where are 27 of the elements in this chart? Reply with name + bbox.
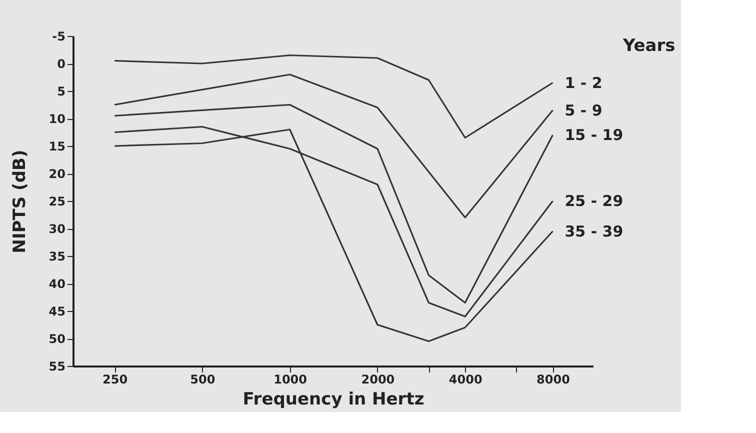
y-tick-label: 15 <box>48 140 66 154</box>
series-label: 35 - 39 <box>564 222 624 240</box>
series-label: 25 - 29 <box>564 192 624 210</box>
y-tick-label: 55 <box>48 360 66 374</box>
series-label: 1 - 2 <box>564 74 602 92</box>
y-tick-label: 50 <box>48 332 66 346</box>
legend-title: Years <box>622 36 676 56</box>
y-tick-label: -5 <box>52 30 66 44</box>
x-axis-title: Frequency in Hertz <box>242 390 424 410</box>
series-label: 5 - 9 <box>564 101 602 120</box>
y-tick-label: 35 <box>48 250 66 264</box>
x-tick-label: 8000 <box>536 372 570 386</box>
x-tick-label: 2000 <box>361 372 395 386</box>
y-tick-label: 10 <box>48 112 66 126</box>
y-tick-label: 5 <box>57 84 66 98</box>
x-tick-label: 500 <box>190 372 216 386</box>
y-tick-label: 30 <box>48 222 66 236</box>
y-tick-label: 0 <box>57 57 66 71</box>
x-tick-label: 250 <box>102 372 128 386</box>
y-tick-label: 40 <box>48 277 66 291</box>
y-axis-title: NIPTS (dB) <box>10 150 30 254</box>
x-tick-label: 4000 <box>448 372 482 386</box>
y-tick-label: 25 <box>48 194 66 208</box>
x-tick-label: 1000 <box>274 372 308 386</box>
series-label: 15 - 19 <box>564 126 624 144</box>
y-tick-label: 45 <box>48 304 66 318</box>
y-tick-label: 20 <box>48 167 66 181</box>
